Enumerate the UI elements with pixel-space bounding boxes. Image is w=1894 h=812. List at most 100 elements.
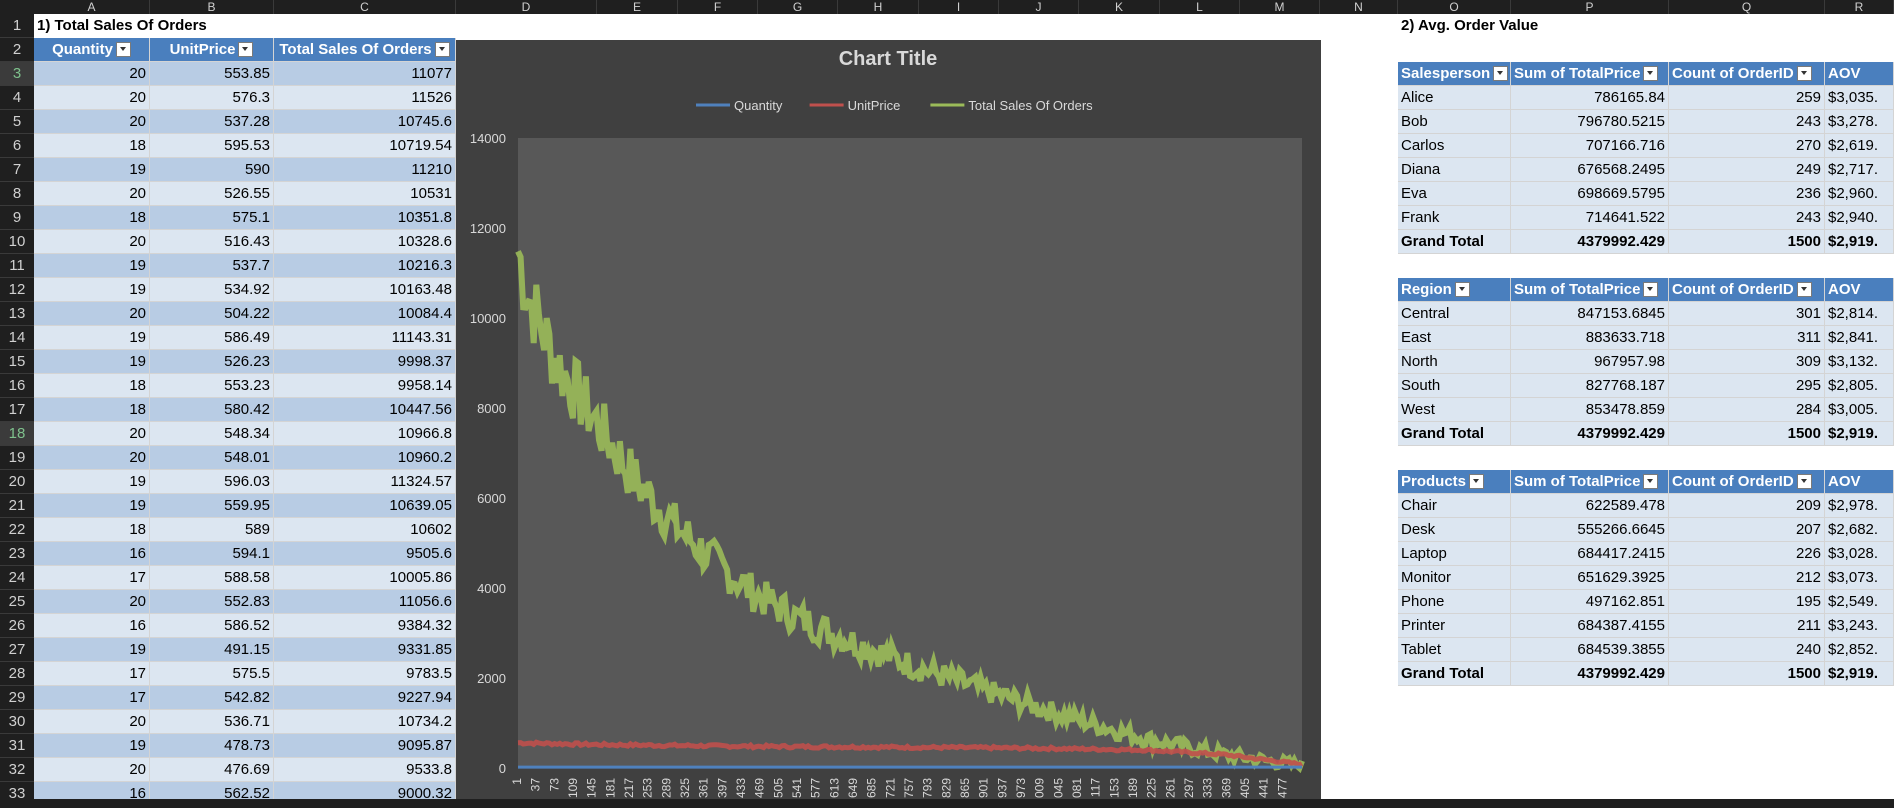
column-header-c[interactable]: C <box>274 0 456 14</box>
pivot-cell[interactable]: Desk <box>1398 518 1511 542</box>
orders-cell[interactable]: 586.52 <box>150 614 274 638</box>
orders-cell[interactable]: 18 <box>34 206 150 230</box>
orders-cell[interactable]: 18 <box>34 134 150 158</box>
column-header-k[interactable]: K <box>1079 0 1160 14</box>
pivot-cell[interactable]: 284 <box>1669 398 1825 422</box>
orders-cell[interactable]: 9998.37 <box>274 350 456 374</box>
pivot-header-cell[interactable]: AOV <box>1825 470 1894 494</box>
row-header-19[interactable]: 19 <box>0 446 34 470</box>
filter-dropdown-icon[interactable] <box>1454 281 1470 297</box>
pivot-cell[interactable]: $3,005. <box>1825 398 1894 422</box>
pivot-cell[interactable]: Alice <box>1398 86 1511 110</box>
column-header-r[interactable]: R <box>1825 0 1894 14</box>
orders-cell[interactable]: 594.1 <box>150 542 274 566</box>
pivot-header-cell[interactable]: Count of OrderID <box>1669 278 1825 302</box>
pivot-cell[interactable]: 967957.98 <box>1511 350 1669 374</box>
orders-cell[interactable]: 19 <box>34 326 150 350</box>
column-header-d[interactable]: D <box>456 0 597 14</box>
filter-dropdown-icon[interactable] <box>434 41 450 57</box>
filter-dropdown-icon[interactable] <box>1796 281 1812 297</box>
pivot-cell[interactable]: 209 <box>1669 494 1825 518</box>
pivot-cell[interactable]: 684417.2415 <box>1511 542 1669 566</box>
orders-cell[interactable]: 17 <box>34 686 150 710</box>
pivot-cell[interactable]: 622589.478 <box>1511 494 1669 518</box>
orders-cell[interactable]: 534.92 <box>150 278 274 302</box>
orders-cell[interactable]: 548.01 <box>150 446 274 470</box>
orders-cell[interactable]: 10216.3 <box>274 254 456 278</box>
orders-cell[interactable]: 589 <box>150 518 274 542</box>
pivot-cell[interactable]: 676568.2495 <box>1511 158 1669 182</box>
pivot-grand-total-cell[interactable]: Grand Total <box>1398 230 1511 254</box>
pivot-cell[interactable]: $3,035. <box>1825 86 1894 110</box>
orders-header-cell[interactable]: UnitPrice <box>150 38 274 62</box>
orders-cell[interactable]: 478.73 <box>150 734 274 758</box>
orders-cell[interactable]: 20 <box>34 446 150 470</box>
orders-cell[interactable]: 18 <box>34 518 150 542</box>
pivot-header-cell[interactable]: Sum of TotalPrice <box>1511 62 1669 86</box>
row-header-4[interactable]: 4 <box>0 86 34 110</box>
orders-cell[interactable]: 9783.5 <box>274 662 456 686</box>
pivot-cell[interactable]: $2,960. <box>1825 182 1894 206</box>
pivot-grand-total-cell[interactable]: 1500 <box>1669 230 1825 254</box>
orders-cell[interactable]: 548.34 <box>150 422 274 446</box>
pivot-cell[interactable]: 207 <box>1669 518 1825 542</box>
orders-cell[interactable]: 20 <box>34 182 150 206</box>
orders-cell[interactable]: 10351.8 <box>274 206 456 230</box>
orders-cell[interactable]: 596.03 <box>150 470 274 494</box>
orders-cell[interactable]: 10328.6 <box>274 230 456 254</box>
pivot-grand-total-cell[interactable]: 4379992.429 <box>1511 662 1669 686</box>
orders-cell[interactable]: 491.15 <box>150 638 274 662</box>
pivot-cell[interactable]: 707166.716 <box>1511 134 1669 158</box>
orders-cell[interactable]: 20 <box>34 110 150 134</box>
pivot-cell[interactable]: Chair <box>1398 494 1511 518</box>
pivot-grand-total-cell[interactable]: Grand Total <box>1398 422 1511 446</box>
row-header-7[interactable]: 7 <box>0 158 34 182</box>
pivot-cell[interactable]: 211 <box>1669 614 1825 638</box>
row-header-12[interactable]: 12 <box>0 278 34 302</box>
orders-cell[interactable]: 20 <box>34 758 150 782</box>
orders-cell[interactable]: 504.22 <box>150 302 274 326</box>
column-header-o[interactable]: O <box>1398 0 1511 14</box>
orders-cell[interactable]: 10719.54 <box>274 134 456 158</box>
row-header-16[interactable]: 16 <box>0 374 34 398</box>
orders-cell[interactable]: 516.43 <box>150 230 274 254</box>
pivot-cell[interactable]: Diana <box>1398 158 1511 182</box>
pivot-header-cell[interactable]: Count of OrderID <box>1669 62 1825 86</box>
pivot-grand-total-cell[interactable]: Grand Total <box>1398 662 1511 686</box>
pivot-cell[interactable]: 309 <box>1669 350 1825 374</box>
orders-cell[interactable]: 17 <box>34 566 150 590</box>
orders-cell[interactable]: 10602 <box>274 518 456 542</box>
pivot-grand-total-cell[interactable]: 4379992.429 <box>1511 422 1669 446</box>
orders-cell[interactable]: 16 <box>34 614 150 638</box>
pivot-cell[interactable]: West <box>1398 398 1511 422</box>
orders-cell[interactable]: 559.95 <box>150 494 274 518</box>
row-header-11[interactable]: 11 <box>0 254 34 278</box>
column-header-g[interactable]: G <box>758 0 838 14</box>
pivot-cell[interactable]: 714641.522 <box>1511 206 1669 230</box>
orders-cell[interactable]: 11210 <box>274 158 456 182</box>
column-header-e[interactable]: E <box>597 0 678 14</box>
pivot-cell[interactable]: $2,814. <box>1825 302 1894 326</box>
pivot-cell[interactable]: 212 <box>1669 566 1825 590</box>
pivot-cell[interactable]: Monitor <box>1398 566 1511 590</box>
orders-cell[interactable]: 19 <box>34 638 150 662</box>
row-header-21[interactable]: 21 <box>0 494 34 518</box>
column-header-a[interactable]: A <box>34 0 150 14</box>
orders-cell[interactable]: 9095.87 <box>274 734 456 758</box>
pivot-header-cell[interactable]: Products <box>1398 470 1511 494</box>
pivot-grand-total-cell[interactable]: 1500 <box>1669 662 1825 686</box>
row-header-1[interactable]: 1 <box>0 14 34 38</box>
orders-cell[interactable]: 11056.6 <box>274 590 456 614</box>
row-header-10[interactable]: 10 <box>0 230 34 254</box>
pivot-cell[interactable]: $2,619. <box>1825 134 1894 158</box>
pivot-cell[interactable]: 497162.851 <box>1511 590 1669 614</box>
orders-cell[interactable]: 20 <box>34 422 150 446</box>
row-header-13[interactable]: 13 <box>0 302 34 326</box>
filter-dropdown-icon[interactable] <box>1643 281 1659 297</box>
pivot-cell[interactable]: Central <box>1398 302 1511 326</box>
pivot-cell[interactable]: $3,028. <box>1825 542 1894 566</box>
row-header-23[interactable]: 23 <box>0 542 34 566</box>
filter-dropdown-icon[interactable] <box>1643 65 1659 81</box>
pivot-grand-total-cell[interactable]: 1500 <box>1669 422 1825 446</box>
pivot-cell[interactable]: Eva <box>1398 182 1511 206</box>
